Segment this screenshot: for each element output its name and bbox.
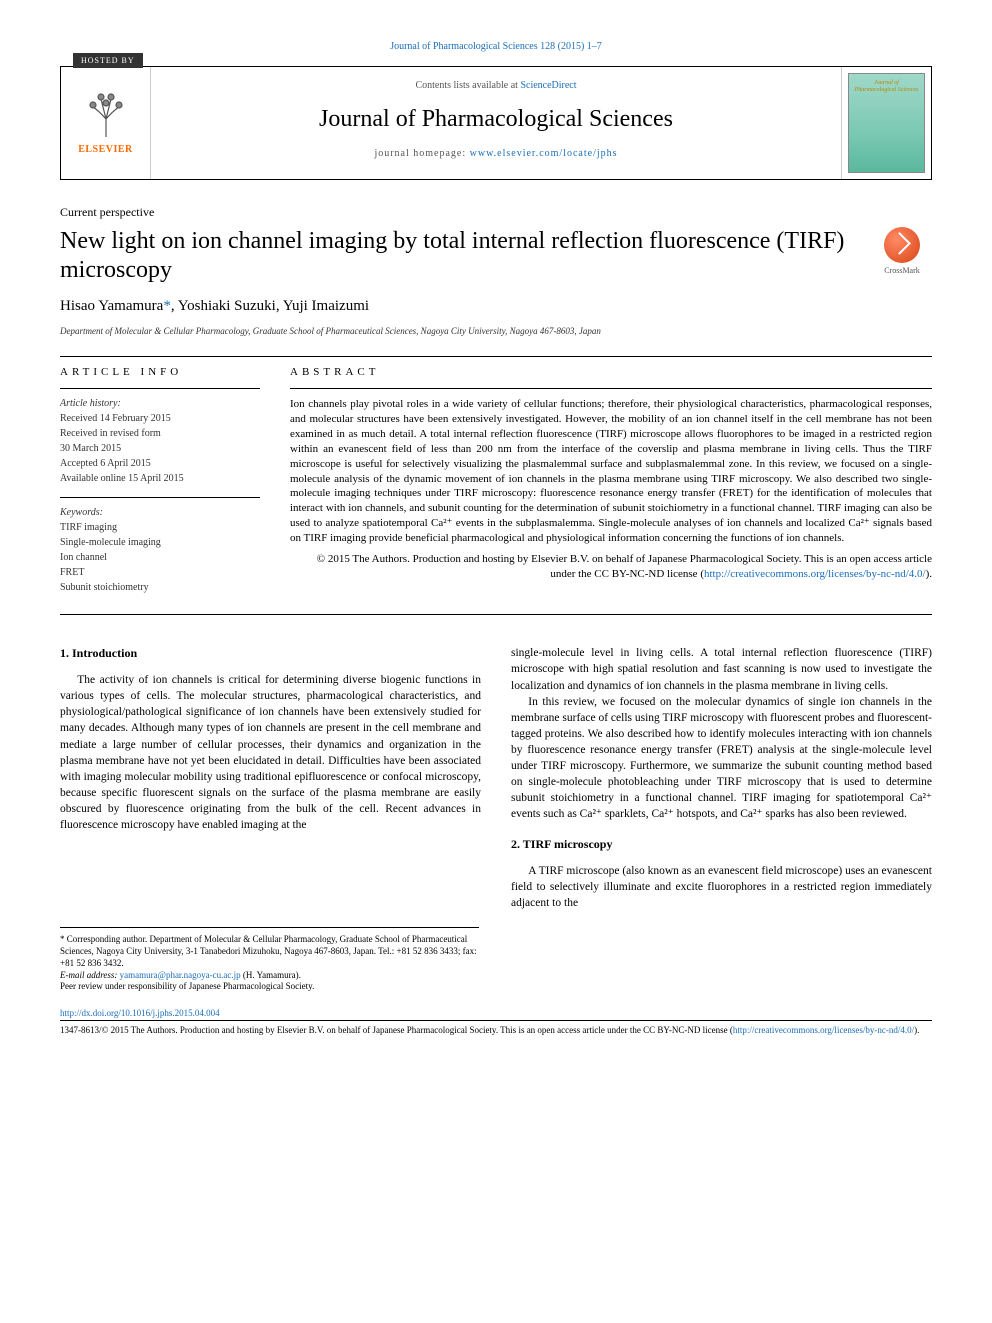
crossmark-icon (884, 227, 920, 263)
elsevier-logo: ELSEVIER (61, 67, 151, 179)
doi-line: http://dx.doi.org/10.1016/j.jphs.2015.04… (60, 1007, 932, 1020)
author-1: Hisao Yamamura (60, 298, 163, 314)
header-citation: Journal of Pharmacological Sciences 128 … (60, 40, 932, 54)
author-list: Hisao Yamamura*, Yoshiaki Suzuki, Yuji I… (60, 296, 932, 317)
history-label: Article history: (60, 397, 260, 410)
license-prefix: 1347-8613/© 2015 The Authors. Production… (60, 1025, 733, 1035)
corresponding-footnote: * Corresponding author. Department of Mo… (60, 934, 479, 969)
corresponding-marker: * (163, 298, 171, 314)
divider (60, 356, 932, 357)
header-center: Contents lists available at ScienceDirec… (151, 67, 841, 179)
contents-prefix: Contents lists available at (415, 80, 520, 91)
journal-cover: Journal of Pharmacological Sciences (841, 67, 931, 179)
elsevier-text: ELSEVIER (78, 143, 133, 157)
abstract-heading: ABSTRACT (290, 365, 932, 380)
license-suffix: ). (914, 1025, 919, 1035)
info-abstract-row: ARTICLE INFO Article history: Received 1… (60, 365, 932, 606)
affiliation: Department of Molecular & Cellular Pharm… (60, 325, 932, 338)
contents-available: Contents lists available at ScienceDirec… (163, 79, 829, 93)
article-info-column: ARTICLE INFO Article history: Received 1… (60, 365, 260, 606)
email-label: E-mail address: (60, 970, 120, 980)
license-link[interactable]: http://creativecommons.org/licenses/by-n… (733, 1025, 914, 1035)
tirf-heading: 2. TIRF microscopy (511, 836, 932, 853)
footnotes-block: * Corresponding author. Department of Mo… (60, 927, 479, 992)
intro-p1: The activity of ion channels is critical… (60, 672, 481, 833)
column-left: 1. Introduction The activity of ion chan… (60, 645, 481, 911)
title-row: New light on ion channel imaging by tota… (60, 227, 932, 285)
homepage-prefix: journal homepage: (374, 148, 469, 159)
revised-line1: Received in revised form (60, 427, 260, 440)
elsevier-tree-icon (81, 89, 131, 139)
journal-title: Journal of Pharmacological Sciences (163, 103, 829, 137)
email-link[interactable]: yamamura@phar.nagoya-cu.ac.jp (120, 970, 241, 980)
peer-review-note: Peer review under responsibility of Japa… (60, 981, 479, 993)
column-right: single-molecule level in living cells. A… (511, 645, 932, 911)
tirf-p1: A TIRF microscope (also known as an evan… (511, 863, 932, 911)
col2-p2: In this review, we focused on the molecu… (511, 694, 932, 823)
article-section-label: Current perspective (60, 204, 932, 221)
email-suffix: (H. Yamamura). (241, 970, 301, 980)
cc-license-link[interactable]: http://creativecommons.org/licenses/by-n… (704, 568, 926, 580)
article-info-heading: ARTICLE INFO (60, 365, 260, 380)
keywords-block: Keywords: TIRF imaging Single-molecule i… (60, 497, 260, 594)
abstract-text: Ion channels play pivotal roles in a wid… (290, 388, 932, 545)
divider (60, 614, 932, 615)
keyword-3: Ion channel (60, 551, 260, 564)
homepage-link[interactable]: www.elsevier.com/locate/jphs (470, 148, 618, 159)
introduction-text: The activity of ion channels is critical… (60, 672, 481, 833)
journal-homepage: journal homepage: www.elsevier.com/locat… (163, 147, 829, 161)
cover-title-text: Journal of Pharmacological Sciences (853, 80, 920, 93)
sciencedirect-link[interactable]: ScienceDirect (520, 80, 576, 91)
introduction-heading: 1. Introduction (60, 645, 481, 662)
abstract-copyright: © 2015 The Authors. Production and hosti… (290, 552, 932, 582)
article-history-block: Article history: Received 14 February 20… (60, 388, 260, 485)
keyword-1: TIRF imaging (60, 521, 260, 534)
copyright-suffix: ). (926, 568, 932, 580)
col2-text: single-molecule level in living cells. A… (511, 645, 932, 822)
revised-line2: 30 March 2015 (60, 442, 260, 455)
author-rest: , Yoshiaki Suzuki, Yuji Imaizumi (171, 298, 369, 314)
keywords-label: Keywords: (60, 506, 260, 519)
crossmark-label: CrossMark (872, 265, 932, 276)
online-date: Available online 15 April 2015 (60, 472, 260, 485)
email-line: E-mail address: yamamura@phar.nagoya-cu.… (60, 970, 479, 982)
hosted-by-badge: HOSTED BY (73, 53, 143, 68)
abstract-column: ABSTRACT Ion channels play pivotal roles… (290, 365, 932, 606)
accepted-date: Accepted 6 April 2015 (60, 457, 260, 470)
received-date: Received 14 February 2015 (60, 412, 260, 425)
doi-link[interactable]: http://dx.doi.org/10.1016/j.jphs.2015.04… (60, 1008, 220, 1018)
paper-title: New light on ion channel imaging by tota… (60, 227, 852, 285)
cover-image: Journal of Pharmacological Sciences (848, 73, 925, 173)
body-columns: 1. Introduction The activity of ion chan… (60, 645, 932, 911)
crossmark-badge[interactable]: CrossMark (872, 227, 932, 276)
keyword-5: Subunit stoichiometry (60, 581, 260, 594)
keyword-2: Single-molecule imaging (60, 536, 260, 549)
col2-p1: single-molecule level in living cells. A… (511, 645, 932, 693)
license-line: 1347-8613/© 2015 The Authors. Production… (60, 1020, 932, 1037)
keyword-4: FRET (60, 566, 260, 579)
tirf-text: A TIRF microscope (also known as an evan… (511, 863, 932, 911)
journal-header-box: HOSTED BY ELSEVIER Contents lists availa… (60, 66, 932, 180)
